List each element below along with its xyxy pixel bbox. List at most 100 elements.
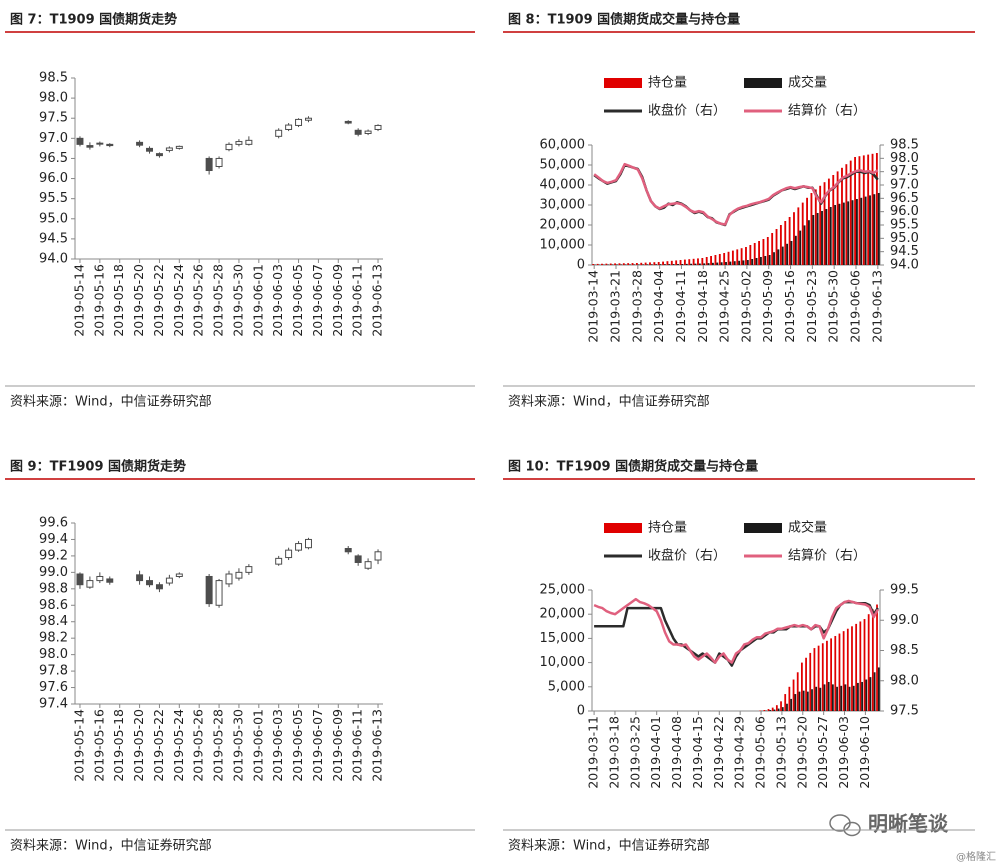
x-tick-label: 2019-06-13 (370, 264, 385, 337)
y-tick-label: 96.0 (39, 171, 68, 186)
y2-tick-label: 97.0 (890, 178, 919, 193)
candle-body (344, 548, 352, 553)
x-tick-label: 2019-05-02 (738, 270, 753, 343)
bar (775, 705, 778, 711)
x-tick-label: 2019-03-25 (627, 716, 642, 789)
x-tick-label: 2019-05-27 (815, 716, 830, 789)
bar (640, 262, 643, 265)
bar (775, 229, 778, 265)
candle-body (215, 157, 223, 167)
y-tick-label: 98.4 (39, 614, 68, 629)
y-tick-label: 99.0 (39, 565, 68, 580)
bar (809, 652, 812, 711)
bar (627, 263, 630, 265)
bar (856, 199, 858, 265)
bar (742, 260, 745, 265)
bar (751, 259, 754, 265)
x-tick-label: 2019-04-29 (732, 716, 747, 789)
x-tick-label: 2019-04-11 (673, 270, 688, 343)
bar (740, 248, 743, 265)
candle-body (106, 578, 114, 583)
candle-body (344, 120, 352, 124)
bar (836, 686, 838, 711)
bar (633, 264, 636, 265)
candle-body (165, 577, 173, 584)
x-tick-label: 2019-06-01 (250, 264, 265, 337)
bar (755, 258, 758, 265)
x-tick-label: 2019-03-18 (606, 716, 621, 789)
source: 资料来源：Wind，中信证券研究部 (508, 838, 710, 854)
bar (845, 164, 848, 265)
bar (701, 258, 704, 265)
bar (871, 153, 874, 265)
bar (710, 256, 712, 265)
credit: @格隆汇 (956, 850, 996, 863)
bar (731, 250, 734, 265)
candle-body (364, 130, 372, 135)
bar (851, 626, 853, 711)
x-tick-label: 2019-03-28 (629, 270, 644, 343)
source: 资料来源：Wind，中信证券研究部 (508, 394, 710, 410)
bar (642, 264, 645, 265)
bar (644, 262, 647, 265)
bar (805, 657, 807, 711)
bar (876, 604, 878, 711)
bar (672, 264, 675, 265)
bar (799, 230, 802, 265)
bar (863, 619, 866, 711)
bar (650, 264, 653, 265)
bar (705, 257, 708, 265)
x-tick-label: 2019-05-20 (794, 716, 809, 789)
bar (860, 197, 863, 265)
x-tick-label: 2019-06-11 (350, 264, 365, 337)
y-tick-label: 98.5 (39, 71, 68, 86)
y-tick-label: 97.0 (39, 131, 68, 146)
bar (867, 154, 870, 265)
candle-body (136, 574, 144, 582)
bar (865, 679, 868, 711)
bar (813, 648, 816, 711)
bar (760, 257, 762, 265)
y2-tick-label: 98.0 (890, 673, 919, 688)
bar (688, 259, 691, 265)
bar (855, 623, 858, 711)
candle-body (374, 124, 382, 130)
candle-body (215, 580, 223, 606)
candle-body (76, 573, 84, 586)
bar (875, 153, 878, 265)
y2-tick-label: 99.5 (890, 583, 919, 598)
bar (847, 201, 850, 265)
y-tick-label: 60,000 (540, 138, 586, 153)
candle-body (275, 129, 283, 137)
bar (720, 262, 723, 265)
chart-title: 图 10：TF1909 国债期货成交量与持仓量 (508, 459, 758, 475)
bar (788, 686, 791, 711)
bar (810, 193, 813, 265)
y2-tick-label: 97.5 (890, 164, 919, 179)
candle-body (146, 147, 153, 152)
y-tick-label: 0 (577, 704, 585, 719)
legend-label: 收盘价（右） (648, 548, 726, 564)
bar (811, 689, 813, 711)
bar (808, 220, 810, 265)
y2-tick-label: 98.5 (890, 138, 919, 153)
bar (861, 681, 863, 711)
x-tick-label: 2019-05-30 (826, 270, 841, 343)
bar (802, 690, 805, 711)
y-tick-label: 95.0 (39, 211, 68, 226)
candle-body (295, 543, 303, 551)
bar (664, 264, 666, 265)
x-tick-label: 2019-06-07 (310, 264, 325, 337)
bar (825, 209, 828, 265)
x-tick-label: 2019-05-28 (211, 264, 226, 337)
bar (763, 710, 766, 711)
bar (806, 691, 809, 711)
x-tick-label: 2019-05-09 (760, 270, 775, 343)
y-tick-label: 97.5 (39, 111, 68, 126)
source: 资料来源：Wind，中信证券研究部 (10, 394, 212, 410)
y-tick-label: 98.0 (39, 91, 68, 106)
y2-tick-label: 94.5 (890, 244, 919, 259)
bar (679, 260, 682, 265)
y-tick-label: 99.2 (39, 548, 68, 563)
